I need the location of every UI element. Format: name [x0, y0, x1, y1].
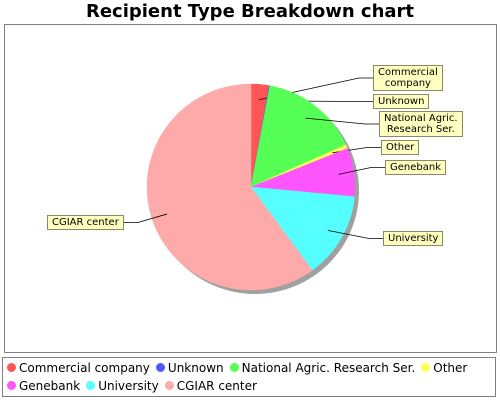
legend-label: Other: [433, 361, 468, 375]
legend-item: University: [86, 379, 159, 393]
legend-swatch: [229, 363, 239, 372]
callout-label: University: [383, 231, 444, 246]
legend-label: Commercial company: [19, 361, 150, 375]
pie-slice: [146, 83, 313, 291]
pie-slice: [250, 186, 355, 271]
leader-line: [124, 213, 168, 223]
legend-item: CGIAR center: [164, 379, 257, 393]
legend-item: Commercial company: [7, 361, 150, 375]
legend-item: National Agric. Research Ser.: [229, 361, 416, 375]
leader-line: [327, 229, 383, 239]
pie-slice: [250, 85, 347, 188]
plot-area: Commercial company Unknown National Agric.…: [4, 24, 497, 353]
leader-line: [338, 167, 385, 175]
callout-label: Other: [381, 140, 420, 155]
legend-swatch: [421, 363, 431, 372]
legend: Commercial company Unknown National Agric.…: [2, 357, 496, 397]
legend-swatch: [164, 381, 174, 390]
leader-line: [305, 117, 379, 125]
chart-title: Recipient Type Breakdown chart: [85, 1, 415, 22]
legend-swatch: [7, 363, 16, 372]
callout-label: Commercial company: [373, 65, 443, 91]
legend-item: Other: [421, 361, 467, 375]
legend-swatch: [155, 363, 165, 372]
legend-label: University: [98, 379, 159, 393]
callout-label: Genebank: [385, 160, 446, 175]
legend-item: Unknown: [155, 361, 224, 375]
callout-label: National Agric. Research Ser.: [379, 111, 463, 137]
legend-swatch: [7, 381, 16, 390]
callout-label: Unknown: [373, 94, 430, 109]
legend-swatch: [86, 381, 96, 390]
legend-label: Genebank: [19, 379, 81, 393]
callout-label: CGIAR center: [47, 215, 124, 230]
legend-label: National Agric. Research Ser.: [241, 361, 416, 375]
legend-label: CGIAR center: [176, 379, 257, 393]
legend-label: Unknown: [167, 361, 224, 375]
pie-chart: [124, 77, 385, 294]
legend-item: Genebank: [7, 379, 80, 393]
legend-row: Commercial company Unknown National Agric.…: [7, 361, 473, 375]
legend-row: Genebank University CGIAR center: [7, 379, 263, 393]
